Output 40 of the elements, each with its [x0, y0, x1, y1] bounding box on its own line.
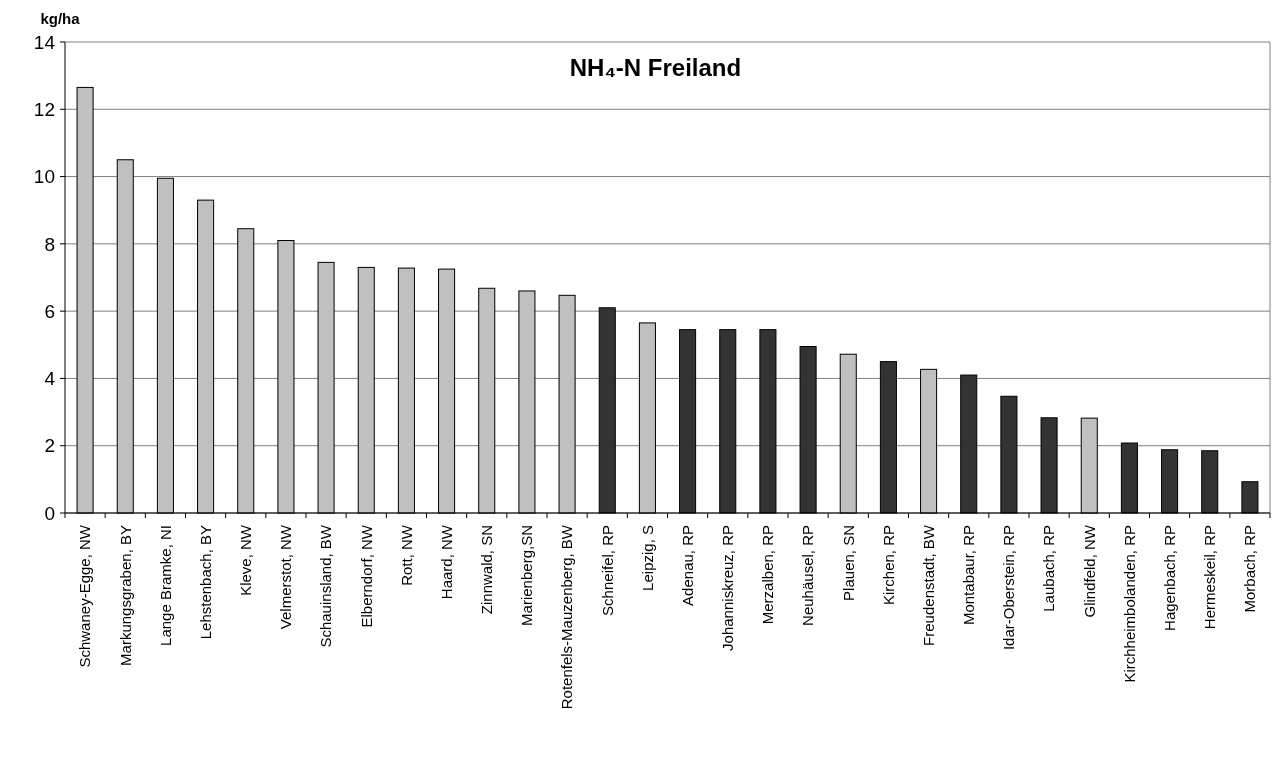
x-tick-label: Lehstenbach, BY: [196, 525, 214, 640]
x-tick-label: Neuhäusel, RP: [799, 525, 817, 626]
x-tick-label: Schneifel, RP: [598, 525, 616, 616]
x-tick-label: Leipzig, S: [638, 525, 656, 591]
x-tick-label: Markungsgraben, BY: [116, 525, 134, 666]
x-tick-label: Hagenbach, RP: [1160, 525, 1178, 631]
y-tick-label: 0: [44, 502, 55, 524]
y-axis-title: kg/ha: [40, 10, 81, 27]
x-tick-label: Kirchheimbolanden, RP: [1120, 525, 1138, 683]
x-tick-label: Kirchen, RP: [879, 525, 897, 606]
x-tick-label: Rott, NW: [397, 524, 415, 586]
y-tick-label: 12: [33, 98, 55, 120]
x-tick-label: Morbach, RP: [1241, 525, 1259, 613]
x-tick-label: Rotenfels-Mauzenberg, BW: [558, 524, 576, 710]
x-tick-label: Schauinsland, BW: [317, 524, 335, 648]
x-tick-label: Velmerstot, NW: [277, 524, 295, 630]
x-tick-label: Montabaur, RP: [960, 525, 977, 626]
x-tick-label: Haard, NW: [437, 524, 455, 600]
x-tick-label: Zinnwald, SN: [478, 525, 495, 615]
x-tick-label: Elberndorf, NW: [357, 524, 375, 628]
y-tick-label: 6: [44, 300, 55, 322]
y-tick-label: 10: [33, 166, 55, 188]
x-tick-label: Glindfeld, NW: [1080, 524, 1098, 618]
y-tick-label: 4: [44, 368, 56, 390]
x-tick-label: Merzalben, RP: [759, 525, 777, 625]
x-tick-label: Schwaney-Egge, NW: [76, 524, 94, 668]
y-tick-label: 8: [44, 233, 55, 255]
y-tick-label: 14: [33, 31, 56, 53]
x-tick-label: Marienberg,SN: [518, 525, 536, 626]
x-tick-label: Lange Bramke, NI: [156, 525, 174, 646]
x-tick-label: Hermeskeil, RP: [1201, 525, 1218, 630]
x-tick-label: Kleve, NW: [237, 524, 254, 596]
y-tick-label: 2: [44, 435, 55, 457]
x-tick-label: Plauen, SN: [839, 525, 857, 601]
x-tick-label: Adenau, RP: [678, 525, 696, 606]
text: NH₄-N Freiland: [569, 53, 742, 81]
x-tick-label: Freudenstadt, BW: [919, 524, 937, 646]
x-tick-label: Johanniskreuz, RP: [719, 525, 736, 651]
x-tick-label: Idar-Oberstein, RP: [1000, 525, 1018, 651]
x-tick-label: Laubach, RP: [1040, 525, 1058, 612]
